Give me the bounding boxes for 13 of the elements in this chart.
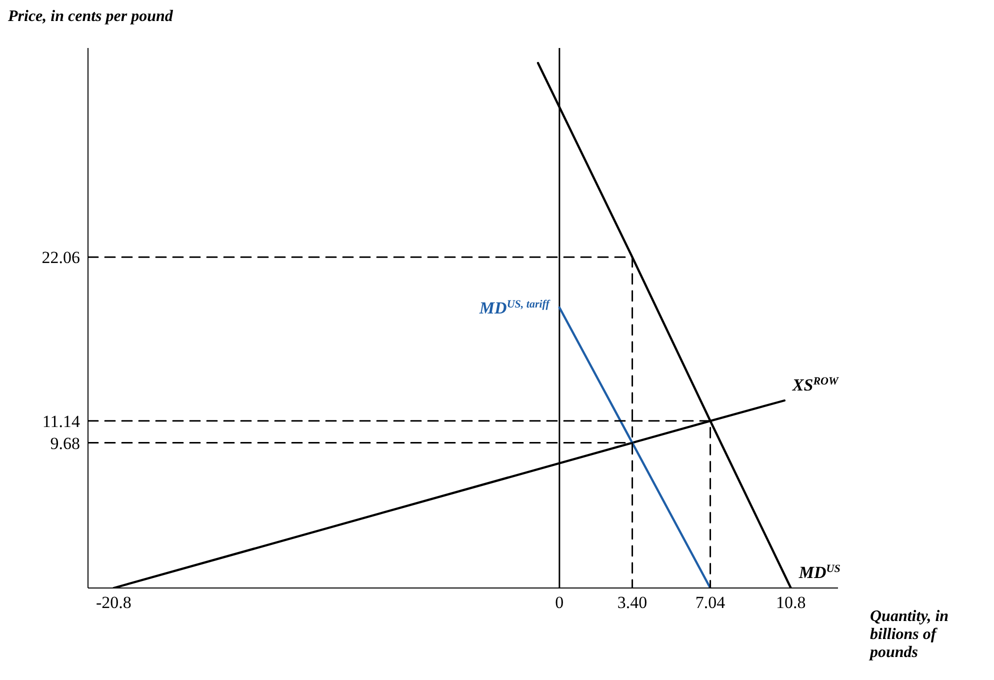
x-tick-label: 7.04 (695, 593, 726, 612)
y-axis-title: Price, in cents per pound (8, 8, 173, 26)
series-label: MD$^{US}$ (798, 563, 840, 582)
x-tick-label: -20.8 (96, 593, 132, 612)
y-tick-label: 11.14 (42, 412, 80, 431)
x-tick-label: 10.8 (776, 593, 806, 612)
series-label: XS$^{ROW}$ (791, 376, 840, 394)
x-tick-label: 0 (555, 593, 564, 612)
x-axis-title: Quantity, in billions of pounds (870, 608, 950, 662)
y-tick-label: 22.06 (42, 248, 80, 268)
x-tick-label: 3.40 (617, 593, 648, 612)
y-tick-label: 9.68 (50, 434, 80, 453)
series-label: MD$^{US, tariff}$ (478, 298, 551, 318)
